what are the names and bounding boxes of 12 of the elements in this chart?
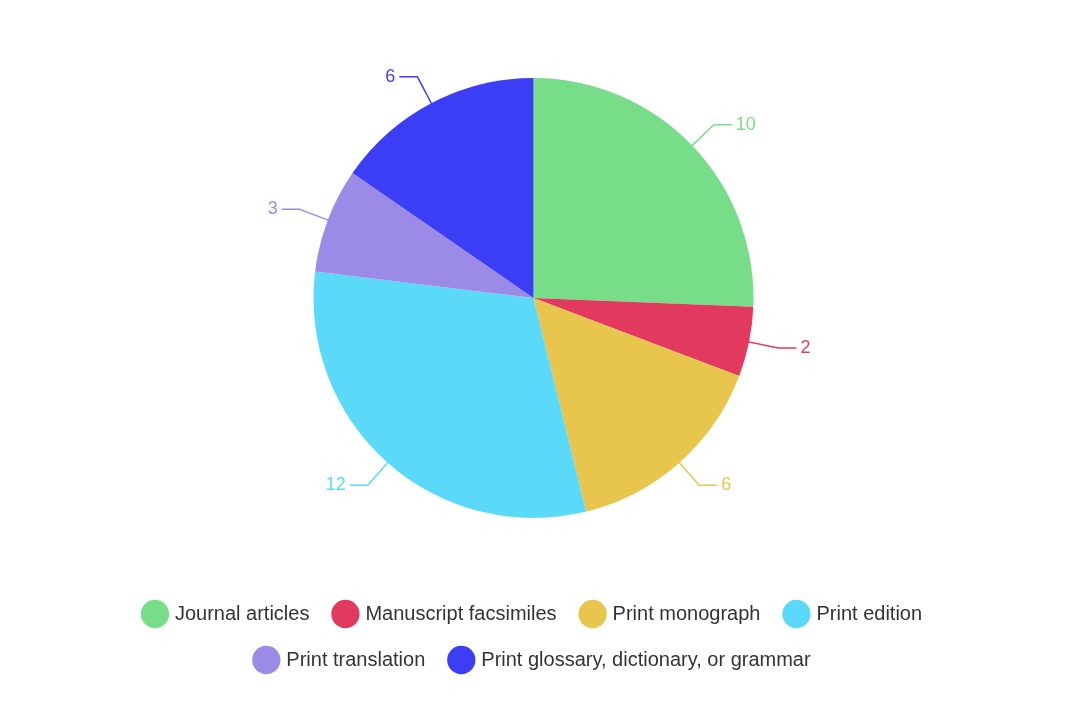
data-label: 6	[385, 65, 396, 86]
data-label: 3	[267, 198, 278, 219]
legend-label: Print monograph	[612, 601, 761, 624]
legend-label: Print glossary, dictionary, or grammar	[481, 647, 811, 670]
legend-label: Journal articles	[174, 601, 310, 624]
legend-label: Print translation	[286, 647, 426, 670]
legend-label: Manuscript facsimiles	[365, 601, 557, 624]
data-label: 6	[721, 474, 732, 495]
data-label: 12	[325, 474, 346, 495]
data-label: 10	[735, 113, 756, 134]
data-label: 2	[800, 336, 811, 357]
legend-label: Print edition	[816, 601, 923, 624]
